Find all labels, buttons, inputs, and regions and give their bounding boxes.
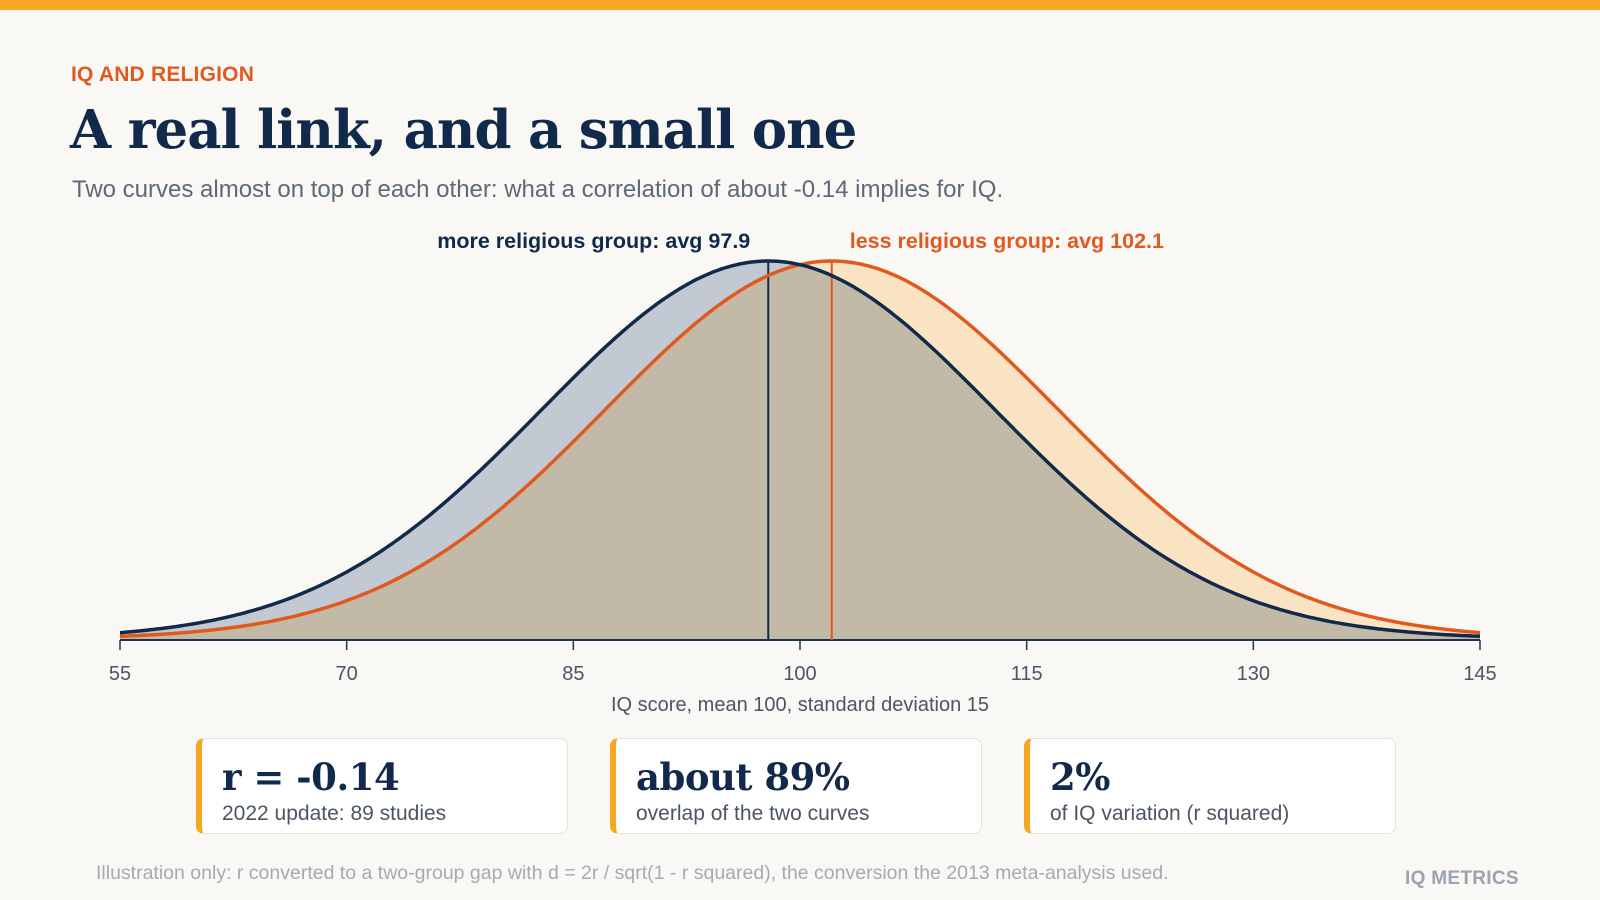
x-axis-label: IQ score, mean 100, standard deviation 1…	[611, 694, 989, 716]
subtitle: Two curves almost on top of each other: …	[72, 176, 1004, 203]
stat-label: 2022 update: 89 studies	[222, 802, 447, 825]
more-religious-curve	[119, 259, 1481, 639]
top-accent-bar	[0, 0, 1600, 10]
stat-label: of IQ variation (r squared)	[1050, 802, 1290, 825]
x-tick-label: 85	[562, 663, 584, 685]
x-axis-ticks: 55 70 85 100 115 130 145	[109, 640, 1497, 685]
x-tick-label: 130	[1237, 663, 1270, 685]
stat-card-variance: 2% of IQ variation (r squared)	[1024, 738, 1396, 834]
distribution-chart: 55 70 85 100 115 130 145 more religious group:…	[109, 229, 1497, 716]
stat-card-overlap: about 89% overlap of the two curves	[610, 738, 982, 834]
footnote: Illustration only: r converted to a two-…	[96, 862, 1169, 884]
page-title: A real link, and a small one	[70, 99, 857, 161]
x-tick-label: 115	[1011, 663, 1043, 685]
brand-label: IQ METRICS	[1405, 868, 1519, 889]
stat-value: r = -0.14	[222, 755, 400, 799]
more-religious-label: more religious group: avg 97.9	[437, 229, 750, 253]
stat-label: overlap of the two curves	[636, 802, 870, 825]
overlap-area	[120, 264, 1480, 639]
stat-value: 2%	[1050, 755, 1110, 799]
stat-value: about 89%	[636, 755, 850, 799]
x-tick-label: 145	[1463, 663, 1496, 685]
x-tick-label: 55	[109, 663, 131, 685]
x-tick-label: 100	[783, 663, 816, 685]
stat-card-correlation: r = -0.14 2022 update: 89 studies	[196, 738, 568, 834]
less-religious-label: less religious group: avg 102.1	[850, 229, 1164, 253]
kicker: IQ AND RELIGION	[71, 63, 255, 86]
x-tick-label: 70	[336, 663, 358, 685]
